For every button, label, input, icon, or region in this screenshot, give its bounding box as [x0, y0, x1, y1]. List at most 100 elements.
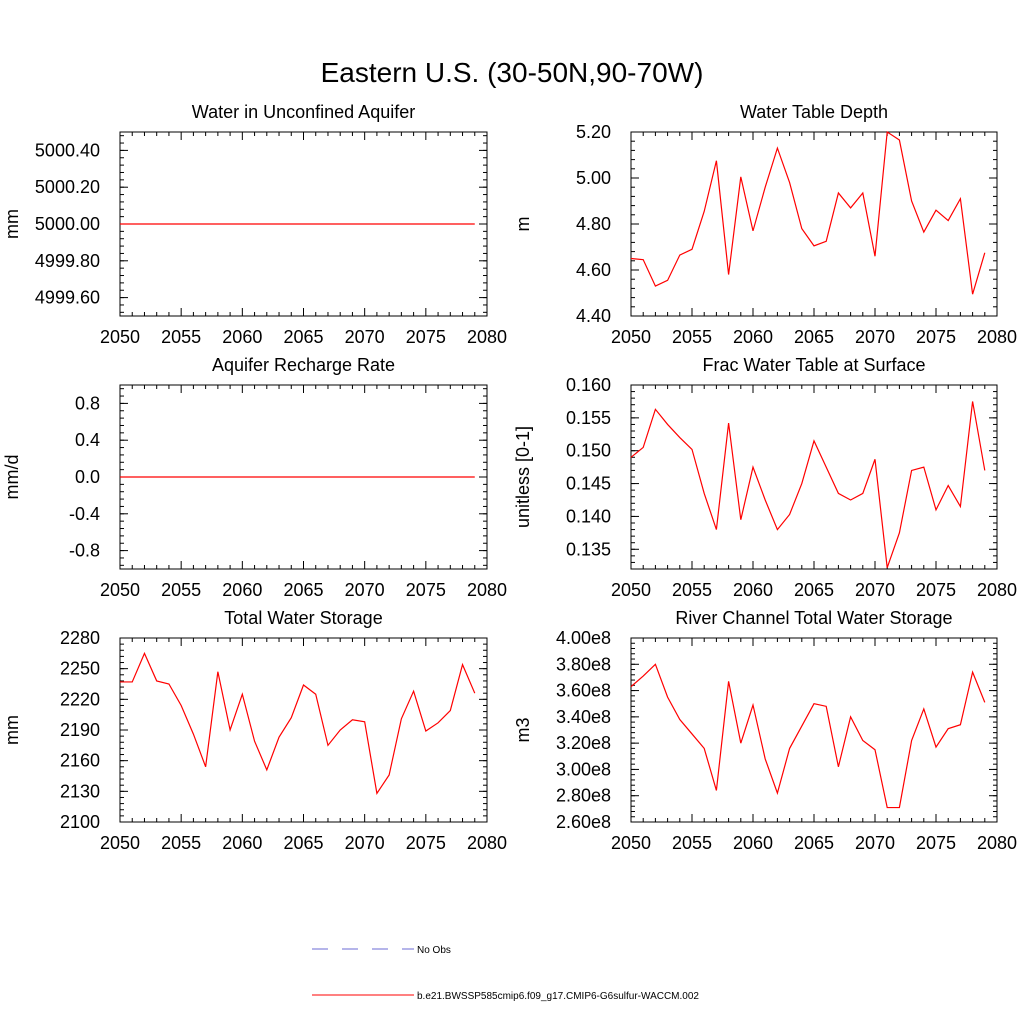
- x-tick-label: 2055: [672, 327, 712, 347]
- panel-title: River Channel Total Water Storage: [675, 608, 952, 628]
- x-tick-label: 2080: [977, 833, 1017, 853]
- x-tick-label: 2055: [161, 580, 201, 600]
- y-tick-label: 2280: [60, 628, 100, 648]
- x-tick-label: 2080: [467, 833, 507, 853]
- x-tick-label: 2055: [161, 327, 201, 347]
- y-tick-label: 5.00: [576, 168, 611, 188]
- panel-title: Water in Unconfined Aquifer: [192, 102, 415, 122]
- x-tick-label: 2060: [222, 327, 262, 347]
- panel-title: Aquifer Recharge Rate: [212, 355, 395, 375]
- y-tick-label: -0.4: [69, 504, 100, 524]
- y-tick-label: 0.160: [566, 375, 611, 395]
- panels: Water in Unconfined Aquifer 2050 2055 2060 2…: [2, 102, 1017, 853]
- plot-frame: [630, 131, 998, 317]
- y-tick-label: 3.40e8: [556, 707, 611, 727]
- x-tick-label: 2070: [345, 580, 385, 600]
- y-tick-label: 5000.00: [35, 214, 100, 234]
- y-tick-label: 0.150: [566, 441, 611, 461]
- x-tick-label: 2055: [672, 833, 712, 853]
- x-tick-label: 2060: [733, 833, 773, 853]
- y-tick-label: 0.145: [566, 474, 611, 494]
- x-tick-label: 2075: [406, 580, 446, 600]
- series-line: [120, 651, 476, 795]
- y-tick-label: 0.0: [75, 467, 100, 487]
- y-tick-label: -0.8: [69, 541, 100, 561]
- x-tick-label: 2050: [100, 580, 140, 600]
- x-tick-label: 2060: [733, 580, 773, 600]
- x-tick-label: 2060: [222, 580, 262, 600]
- x-tick-label: 2065: [283, 580, 323, 600]
- legend: No Obs b.e21.BWSSP585cmip6.f09_g17.CMIP6…: [312, 945, 699, 1002]
- y-tick-label: 2.60e8: [556, 812, 611, 832]
- x-tick-label: 2050: [100, 833, 140, 853]
- y-axis-label: m3: [513, 717, 533, 742]
- x-tick-label: 2050: [611, 833, 651, 853]
- y-tick-label: 2250: [60, 659, 100, 679]
- y-tick-label: 4.60: [576, 260, 611, 280]
- series-line: [630, 130, 986, 295]
- y-tick-label: 3.60e8: [556, 681, 611, 701]
- x-tick-label: 2055: [161, 833, 201, 853]
- series-line: [630, 401, 986, 568]
- x-tick-label: 2050: [611, 580, 651, 600]
- y-tick-label: 2160: [60, 751, 100, 771]
- x-tick-label: 2070: [345, 327, 385, 347]
- y-tick-label: 5000.40: [35, 140, 100, 160]
- figure-title: Eastern U.S. (30-50N,90-70W): [321, 57, 704, 88]
- panel-aquifer-recharge-rate: Aquifer Recharge Rate 2050 2055 2060 2065 207…: [2, 355, 507, 600]
- y-tick-label: 2130: [60, 781, 100, 801]
- y-tick-label: 4999.60: [35, 288, 100, 308]
- y-tick-label: 0.140: [566, 506, 611, 526]
- y-tick-label: 3.00e8: [556, 759, 611, 779]
- y-tick-label: 4.00e8: [556, 628, 611, 648]
- y-axis-label: m: [513, 217, 533, 232]
- plot-frame: [119, 637, 488, 823]
- y-tick-label: 3.20e8: [556, 733, 611, 753]
- panel-river-channel-total-water-storage: River Channel Total Water Storage 2050 205…: [513, 608, 1017, 853]
- x-tick-label: 2080: [467, 327, 507, 347]
- panel-title: Water Table Depth: [740, 102, 888, 122]
- x-tick-label: 2075: [916, 327, 956, 347]
- x-tick-label: 2065: [794, 833, 834, 853]
- x-tick-label: 2080: [977, 580, 1017, 600]
- y-tick-label: 0.4: [75, 430, 100, 450]
- x-tick-label: 2065: [794, 327, 834, 347]
- x-tick-label: 2075: [406, 833, 446, 853]
- panel-water-in-unconfined-aquifer: Water in Unconfined Aquifer 2050 2055 2060 2…: [2, 102, 507, 347]
- legend-label-model-run: b.e21.BWSSP585cmip6.f09_g17.CMIP6-G6sulf…: [417, 991, 699, 1002]
- x-tick-label: 2080: [467, 580, 507, 600]
- y-tick-label: 0.8: [75, 393, 100, 413]
- y-tick-label: 4999.80: [35, 251, 100, 271]
- x-tick-label: 2065: [794, 580, 834, 600]
- x-tick-label: 2060: [733, 327, 773, 347]
- y-tick-label: 2100: [60, 812, 100, 832]
- x-tick-label: 2050: [100, 327, 140, 347]
- y-axis-label: mm: [2, 715, 22, 745]
- y-tick-label: 4.80: [576, 214, 611, 234]
- panel-frac-water-table-at-surface: Frac Water Table at Surface 2050 2055 2060 2…: [513, 355, 1017, 600]
- panel-title: Total Water Storage: [224, 608, 382, 628]
- legend-label-no-obs: No Obs: [417, 945, 451, 956]
- x-tick-label: 2070: [345, 833, 385, 853]
- plot-frame: [630, 637, 998, 823]
- panel-total-water-storage: Total Water Storage 2050 2055 2060 2065 2070 2…: [2, 608, 507, 853]
- x-tick-label: 2050: [611, 327, 651, 347]
- x-tick-label: 2065: [283, 833, 323, 853]
- panel-title: Frac Water Table at Surface: [702, 355, 925, 375]
- x-tick-label: 2060: [222, 833, 262, 853]
- y-axis-label: mm: [2, 209, 22, 239]
- panel-water-table-depth: Water Table Depth 2050 2055 2060 2065 2070 207…: [513, 102, 1017, 347]
- plot-frame: [630, 384, 998, 570]
- x-tick-label: 2065: [283, 327, 323, 347]
- y-tick-label: 2190: [60, 720, 100, 740]
- x-tick-label: 2075: [916, 833, 956, 853]
- y-tick-label: 2220: [60, 689, 100, 709]
- x-tick-label: 2070: [855, 580, 895, 600]
- x-tick-label: 2080: [977, 327, 1017, 347]
- y-axis-label: mm/d: [2, 455, 22, 500]
- y-axis-label: unitless [0-1]: [513, 426, 533, 528]
- y-tick-label: 0.135: [566, 539, 611, 559]
- x-tick-label: 2070: [855, 327, 895, 347]
